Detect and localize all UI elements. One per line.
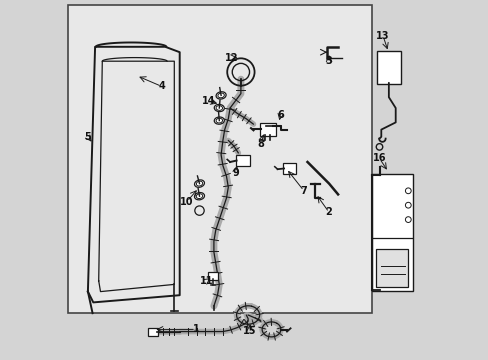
Text: 5: 5: [84, 132, 91, 142]
FancyBboxPatch shape: [376, 51, 400, 84]
Text: 14: 14: [202, 96, 215, 106]
Text: 8: 8: [257, 139, 264, 149]
Text: 10: 10: [180, 197, 193, 207]
Text: 4: 4: [158, 81, 165, 91]
FancyBboxPatch shape: [68, 5, 371, 313]
Ellipse shape: [214, 117, 224, 124]
FancyBboxPatch shape: [235, 155, 250, 166]
FancyBboxPatch shape: [260, 123, 275, 136]
Ellipse shape: [216, 92, 225, 99]
Text: 16: 16: [372, 153, 386, 163]
Text: 12: 12: [224, 53, 238, 63]
FancyBboxPatch shape: [207, 272, 218, 280]
Text: 1: 1: [192, 324, 199, 334]
Text: 11: 11: [200, 276, 213, 286]
FancyBboxPatch shape: [283, 163, 296, 174]
FancyBboxPatch shape: [375, 249, 407, 287]
FancyBboxPatch shape: [371, 174, 412, 291]
Ellipse shape: [214, 104, 224, 112]
Text: 6: 6: [277, 110, 284, 120]
Text: 3: 3: [325, 56, 332, 66]
Text: 2: 2: [325, 207, 332, 217]
Text: 7: 7: [300, 186, 306, 196]
Ellipse shape: [194, 180, 204, 187]
Text: 15: 15: [243, 326, 256, 336]
Ellipse shape: [194, 193, 204, 200]
Text: 9: 9: [232, 168, 238, 178]
Text: 13: 13: [376, 31, 389, 41]
FancyBboxPatch shape: [148, 328, 158, 336]
